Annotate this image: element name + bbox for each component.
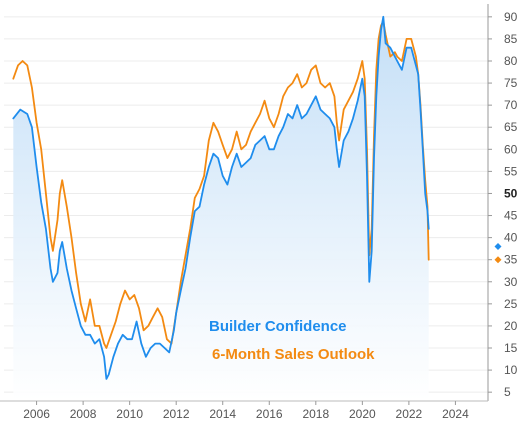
- y-tick-label-20: 20: [504, 319, 518, 333]
- legend-sales-outlook: 6-Month Sales Outlook: [212, 346, 375, 363]
- y-tick-label-35: 35: [504, 253, 518, 267]
- x-tick-label-2024: 2024: [442, 407, 469, 421]
- x-tick-label-2018: 2018: [302, 407, 329, 421]
- x-tick-label-2006: 2006: [23, 407, 50, 421]
- y-tick-label-15: 15: [504, 341, 518, 355]
- y-tick-label-25: 25: [504, 297, 518, 311]
- y-tick-label-65: 65: [504, 120, 518, 134]
- x-tick-label-2022: 2022: [396, 407, 423, 421]
- y-tick-label-45: 45: [504, 209, 518, 223]
- y-tick-label-85: 85: [504, 32, 518, 46]
- area-fill: [13, 16, 429, 402]
- end-marker-6-month-sales-outlook: [494, 256, 502, 264]
- series-line-builder-confidence: [12, 15, 430, 380]
- y-tick-label-5: 5: [504, 385, 511, 399]
- y-tick-label-55: 55: [504, 164, 518, 178]
- y-tick-label-30: 30: [504, 275, 518, 289]
- y-tick-label-50: 50: [504, 186, 518, 200]
- end-markers: [494, 242, 502, 264]
- x-tick-label-2014: 2014: [209, 407, 236, 421]
- y-tick-label-80: 80: [504, 54, 518, 68]
- x-tick-label-2012: 2012: [163, 407, 190, 421]
- builder-confidence-area: [13, 16, 429, 402]
- x-tick-label-2020: 2020: [349, 407, 376, 421]
- axes: 5 10 15 20 25 30 35 40 45 50 55 60 65 70 75 80 85 90 2006 2…: [0, 4, 518, 421]
- legend-builder-confidence: Builder Confidence: [209, 318, 347, 335]
- x-tick-label-2016: 2016: [256, 407, 283, 421]
- y-tick-label-40: 40: [504, 231, 518, 245]
- series-lines: [12, 15, 430, 380]
- y-tick-label-70: 70: [504, 98, 518, 112]
- y-tick-label-75: 75: [504, 76, 518, 90]
- y-tick-label-90: 90: [504, 10, 518, 24]
- legend: Builder Confidence 6-Month Sales Outlook: [209, 318, 375, 363]
- series-line-6-month-sales-outlook: [12, 20, 430, 349]
- x-tick-label-2010: 2010: [116, 407, 143, 421]
- x-tick-label-2008: 2008: [70, 407, 97, 421]
- y-tick-label-10: 10: [504, 363, 518, 377]
- y-tick-label-60: 60: [504, 142, 518, 156]
- end-marker-builder-confidence: [494, 242, 502, 250]
